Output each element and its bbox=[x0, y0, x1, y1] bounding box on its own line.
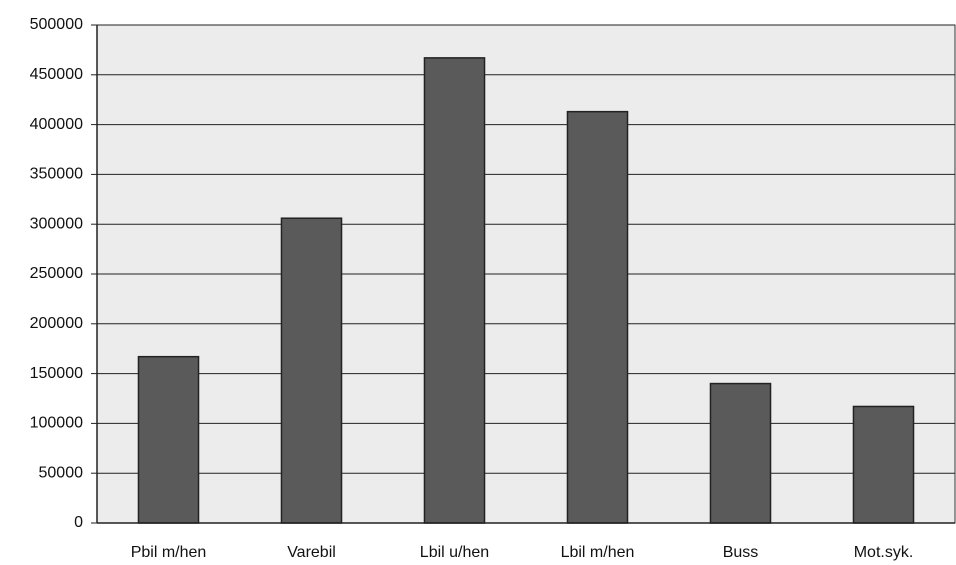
x-tick-label: Mot.syk. bbox=[854, 544, 914, 561]
bar bbox=[709, 382, 772, 524]
x-tick-label: Varebil bbox=[287, 544, 336, 561]
bar bbox=[852, 405, 915, 524]
y-tick-label: 250000 bbox=[30, 265, 83, 282]
x-tick-label: Lbil m/hen bbox=[561, 544, 635, 561]
y-tick-label: 100000 bbox=[30, 415, 83, 432]
x-tick-label: Buss bbox=[723, 544, 759, 561]
bar bbox=[566, 110, 629, 524]
y-tick-label: 200000 bbox=[30, 315, 83, 332]
y-tick-label: 0 bbox=[74, 514, 83, 531]
y-tick-label: 350000 bbox=[30, 166, 83, 183]
bar bbox=[280, 217, 343, 524]
y-tick-label: 400000 bbox=[30, 116, 83, 133]
bar bbox=[423, 57, 486, 524]
y-tick-label: 450000 bbox=[30, 66, 83, 83]
x-tick-label: Lbil u/hen bbox=[420, 544, 489, 561]
y-tick-label: 500000 bbox=[30, 16, 83, 33]
y-tick-label: 150000 bbox=[30, 365, 83, 382]
bar bbox=[137, 355, 200, 524]
x-tick-label: Pbil m/hen bbox=[131, 544, 207, 561]
y-tick-label: 300000 bbox=[30, 215, 83, 232]
y-tick-label: 50000 bbox=[39, 464, 84, 481]
